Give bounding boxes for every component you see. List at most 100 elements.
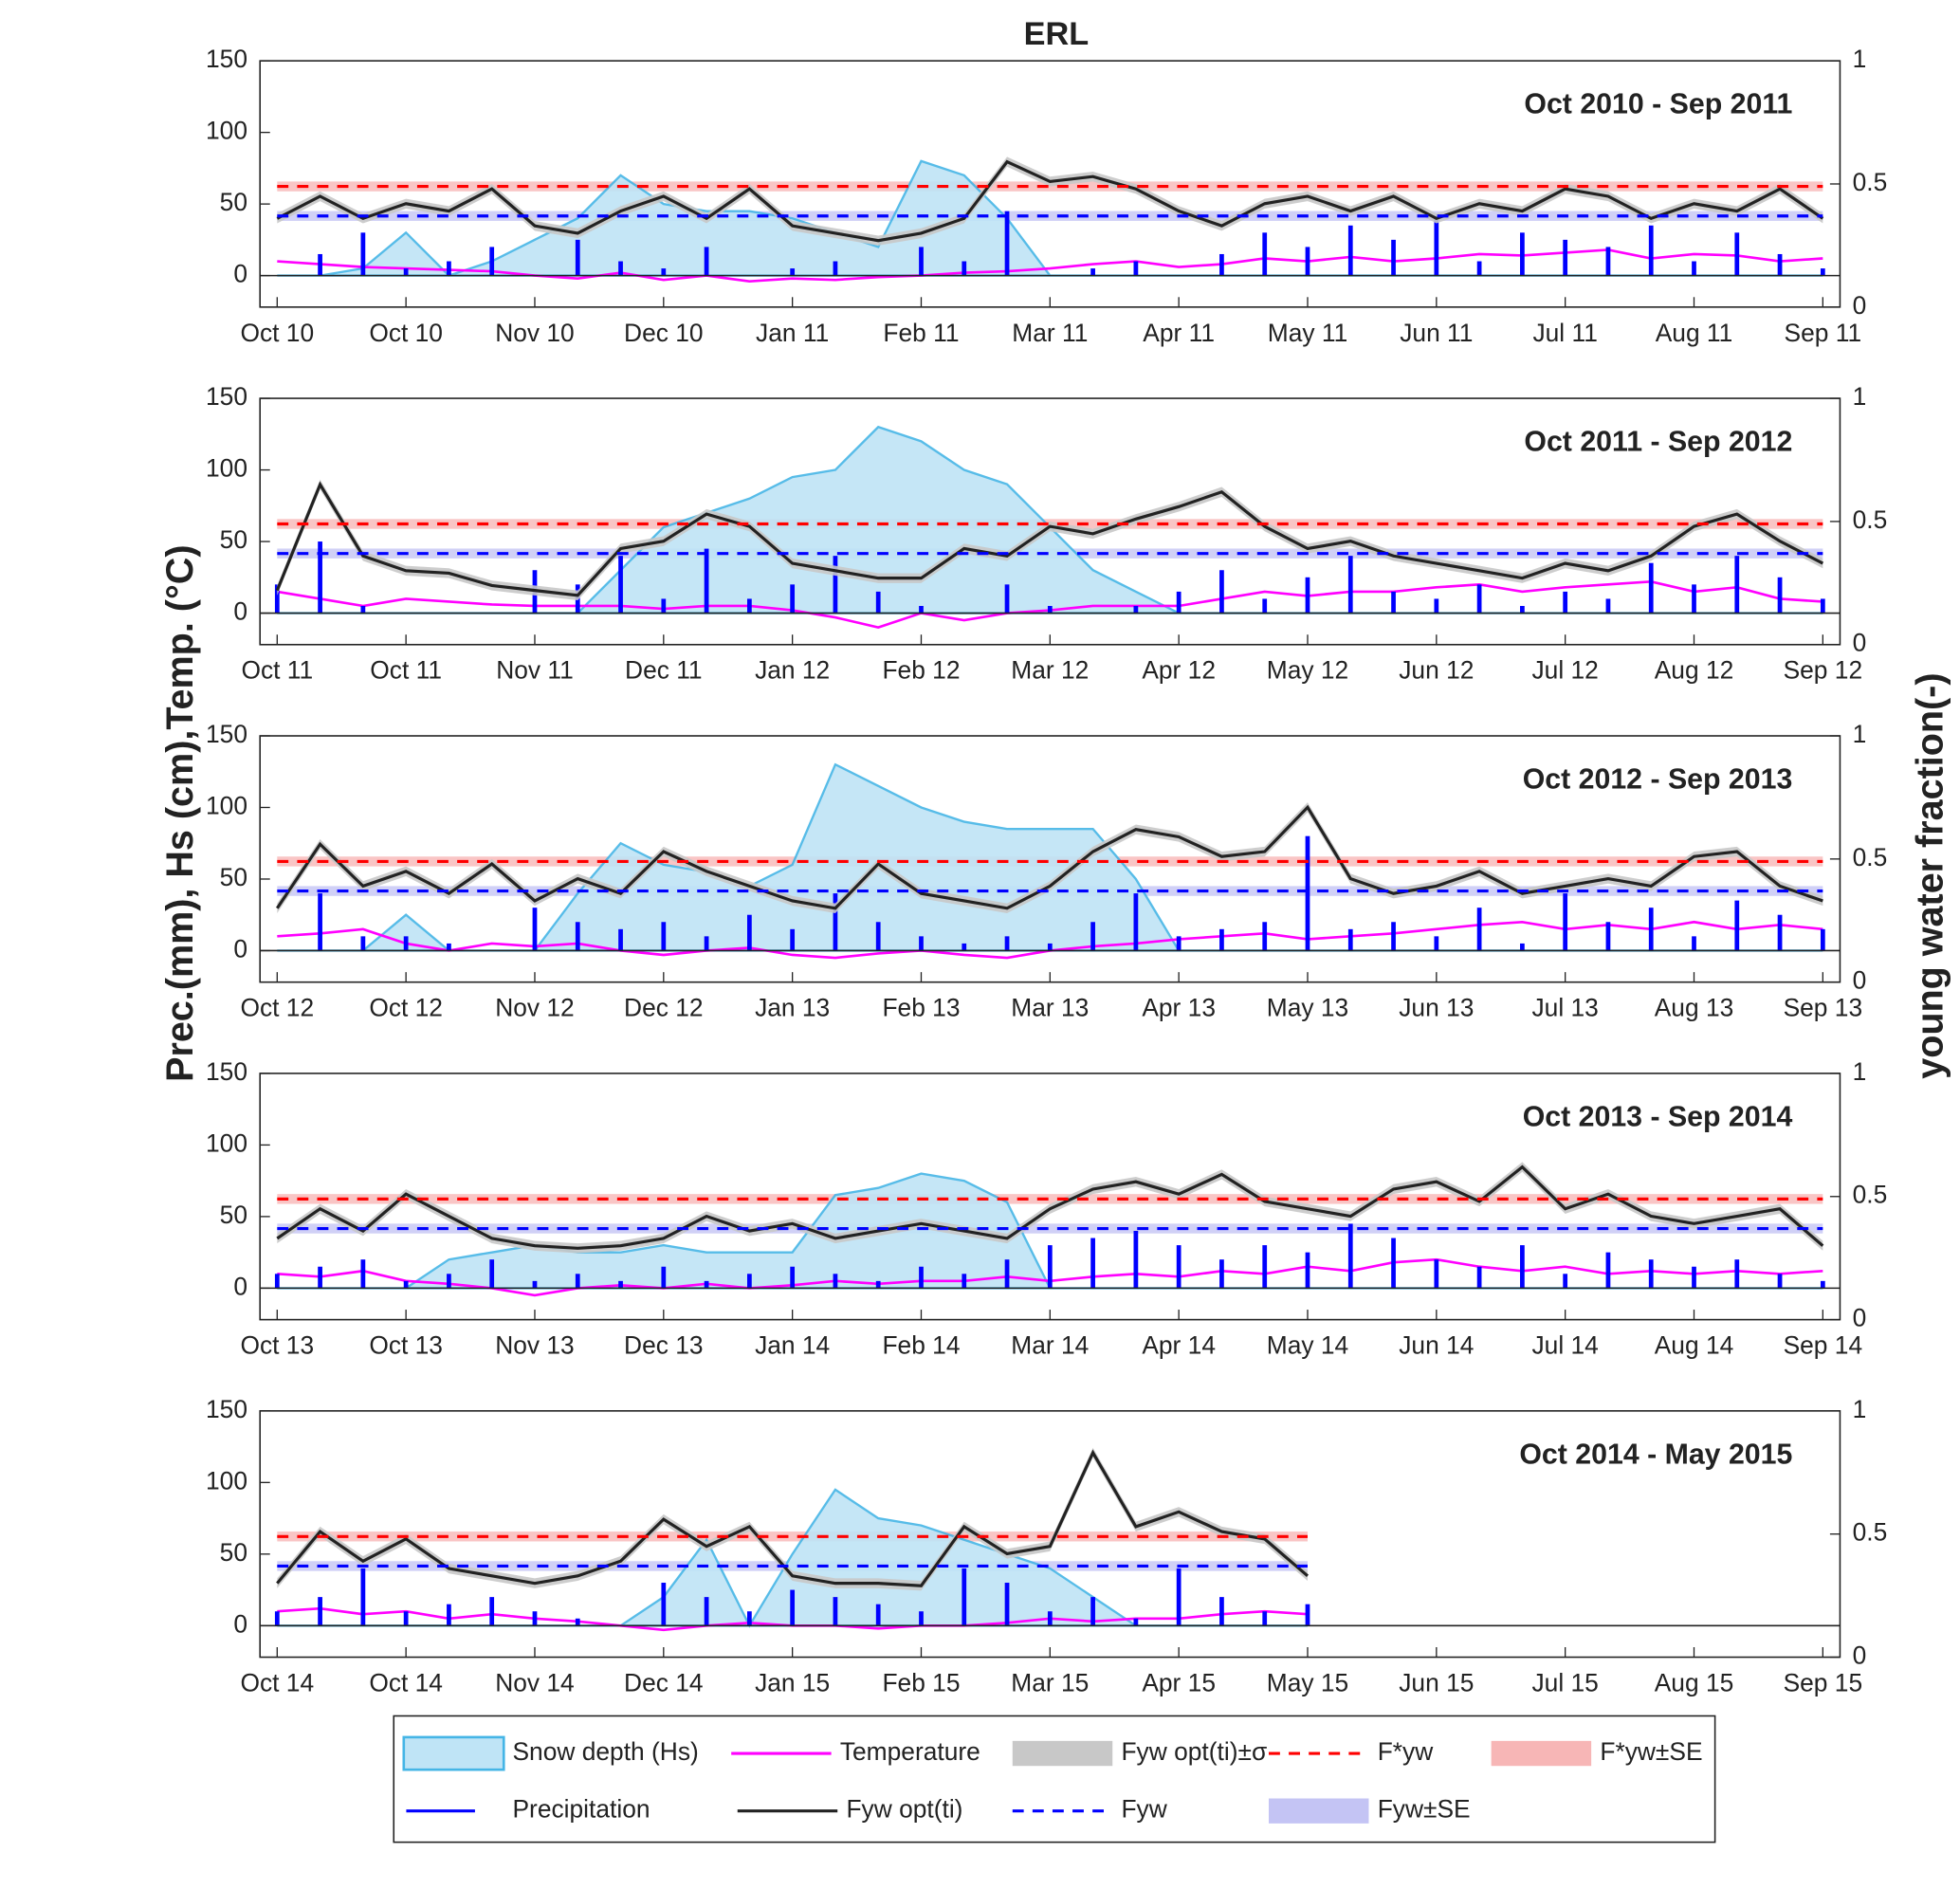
precip-bar <box>1133 1618 1139 1626</box>
y-tick-label: 0 <box>233 934 247 963</box>
precip-bar <box>746 914 752 951</box>
precip-bar <box>1262 922 1268 951</box>
precip-bar <box>704 247 709 276</box>
legend-label: F*yw±SE <box>1600 1737 1702 1766</box>
x-tick-label: Jan 14 <box>755 1331 830 1360</box>
precip-bar <box>1305 577 1310 614</box>
se-band <box>277 1194 1823 1204</box>
panel-title: Oct 2014 - May 2015 <box>1519 1439 1792 1470</box>
precip-bar <box>360 605 366 614</box>
y-tick-label: 100 <box>206 791 247 819</box>
precip-bar <box>919 605 924 614</box>
precip-bar <box>790 268 796 276</box>
x-tick-label: Feb 11 <box>883 319 959 347</box>
y2-tick-label: 0.5 <box>1853 1518 1888 1547</box>
x-tick-label: Mar 12 <box>1011 656 1089 685</box>
precip-bar <box>532 1611 538 1626</box>
y-tick-label: 50 <box>220 1538 247 1567</box>
y-tick-label: 100 <box>206 1466 247 1495</box>
legend-label: Fyw opt(ti)±σ <box>1121 1737 1267 1766</box>
x-tick-label: Aug 13 <box>1655 994 1734 1022</box>
precip-bar <box>1476 1266 1482 1289</box>
x-tick-label: Jun 11 <box>1400 319 1473 347</box>
precip-bar <box>1347 556 1353 614</box>
precip-bar <box>1476 908 1482 951</box>
x-tick-label: Apr 12 <box>1142 656 1216 685</box>
precip-bar <box>1305 247 1310 276</box>
fyw-line <box>276 1165 1824 1250</box>
precip-bar <box>790 1266 796 1289</box>
precip-bar <box>447 261 451 276</box>
y-tick-label: 100 <box>206 1128 247 1157</box>
precip-bar <box>962 261 967 276</box>
precip-bar <box>1648 562 1654 614</box>
legend-box <box>393 1715 1716 1843</box>
precip-bar <box>403 1280 409 1289</box>
precip-bar <box>1219 1259 1224 1289</box>
x-tick-label: Sep 15 <box>1784 1669 1863 1697</box>
y-tick-label: 50 <box>220 188 247 216</box>
legend-swatch <box>1491 1740 1592 1767</box>
y2-tick-label: 0.5 <box>1853 1181 1888 1209</box>
precip-bar <box>1047 605 1053 614</box>
x-tick-label: Apr 14 <box>1142 1331 1216 1360</box>
y2-tick-label: 0.5 <box>1853 505 1888 534</box>
precip-bar <box>1004 584 1010 614</box>
precip-bar <box>318 541 322 614</box>
precip-bar <box>1090 922 1095 951</box>
precip-bar <box>618 928 623 951</box>
y2-tick-label: 1 <box>1853 382 1867 411</box>
x-tick-label: Aug 14 <box>1655 1331 1734 1360</box>
precip-bar <box>833 893 838 951</box>
precip-bar <box>1219 253 1224 276</box>
x-tick-label: Apr 15 <box>1142 1669 1216 1697</box>
x-tick-label: Sep 13 <box>1784 994 1863 1022</box>
precip-bar <box>1476 584 1482 614</box>
x-tick-label: Nov 14 <box>495 1669 575 1697</box>
precip-bar <box>360 1259 366 1289</box>
legend-swatch <box>1012 1740 1113 1767</box>
x-tick-label: Oct 13 <box>369 1331 443 1360</box>
legend-label: Fyw <box>1121 1795 1167 1824</box>
x-tick-label: Feb 14 <box>882 1331 960 1360</box>
x-tick-label: Jun 14 <box>1399 1331 1474 1360</box>
panel-title: Oct 2013 - Sep 2014 <box>1523 1101 1793 1132</box>
precip-bar <box>1563 239 1568 276</box>
y-tick-label: 100 <box>206 117 247 145</box>
precip-bar <box>1648 1259 1654 1289</box>
precip-bar <box>447 1274 451 1289</box>
precip-bar <box>1262 598 1268 614</box>
precip-bar <box>661 922 667 951</box>
x-tick-label: Dec 13 <box>624 1331 704 1360</box>
x-tick-label: Oct 14 <box>369 1669 443 1697</box>
x-tick-label: Oct 11 <box>241 656 313 685</box>
precip-bar <box>575 1274 580 1289</box>
precip-bar <box>403 268 409 276</box>
precip-bar <box>1262 232 1268 276</box>
panel-title: Oct 2010 - Sep 2011 <box>1524 89 1792 120</box>
x-tick-label: Nov 12 <box>495 994 575 1022</box>
y2-axis-label: young water fraction(-) <box>1909 673 1951 1079</box>
y2-tick-label: 0 <box>1853 629 1867 657</box>
precip-bar <box>1347 1223 1353 1289</box>
x-tick-label: Dec 10 <box>624 319 704 347</box>
x-tick-label: Oct 12 <box>369 994 443 1022</box>
fyw-line <box>275 804 1823 910</box>
precip-bar <box>1820 268 1825 276</box>
precip-bar <box>1176 1245 1181 1289</box>
precip-bar <box>1734 232 1740 276</box>
precip-bar <box>1434 218 1439 276</box>
precip-bar <box>1133 1230 1139 1289</box>
precip-bar <box>661 268 667 276</box>
x-tick-label: Jan 11 <box>756 319 829 347</box>
x-tick-label: Aug 12 <box>1655 656 1734 685</box>
precip-bar <box>1692 1266 1696 1289</box>
precip-bar <box>746 1274 752 1289</box>
y-tick-label: 150 <box>206 1395 247 1423</box>
x-tick-label: Nov 10 <box>495 319 575 347</box>
precip-bar <box>489 1259 495 1289</box>
x-tick-label: Aug 15 <box>1655 1669 1734 1697</box>
legend-label: Snow depth (Hs) <box>512 1737 698 1766</box>
precip-bar <box>1476 261 1482 276</box>
y2-tick-label: 1 <box>1853 1057 1867 1086</box>
